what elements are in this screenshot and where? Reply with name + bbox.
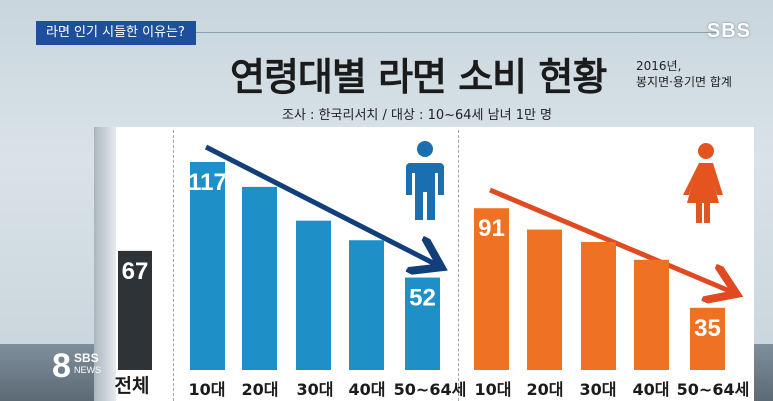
bar-male-2	[242, 186, 277, 370]
topic-rule	[196, 32, 716, 33]
bar-total	[118, 250, 152, 370]
bar-male-4	[349, 240, 384, 370]
bar-male-5-label: 52	[409, 285, 436, 312]
chart-source: 조사 : 한국리서치 / 대상 : 10~64세 남녀 1만 명	[282, 108, 553, 123]
category-male-2: 20대	[241, 380, 279, 399]
sbs-news-logo: 8 SBS NEWS	[52, 347, 108, 387]
bar-female-4	[634, 259, 669, 370]
bar-female-1-label: 91	[478, 215, 505, 242]
bar-female-3	[581, 242, 616, 370]
male-icon	[406, 141, 444, 220]
category-female-4: 40대	[632, 380, 670, 399]
bar-male-3	[296, 220, 331, 370]
bar-total-label: 67	[122, 258, 149, 285]
category-male-1: 10대	[188, 380, 226, 399]
divider-mid	[458, 130, 459, 401]
category-male-4: 40대	[348, 380, 386, 399]
channel-sub: NEWS	[74, 365, 101, 375]
bars-group: 67 117 52 91 35	[118, 162, 725, 370]
divider-left	[173, 130, 174, 401]
note-line2: 봉지면·용기면 합계	[636, 75, 732, 89]
panel-wall	[94, 127, 116, 401]
bar-male-1	[190, 162, 225, 370]
channel-brand: SBS	[74, 351, 99, 365]
category-female-5: 50~64세	[676, 380, 750, 399]
trend-arrow-male	[204, 144, 437, 265]
category-female-2: 20대	[526, 380, 564, 399]
category-male-3: 30대	[296, 380, 334, 399]
topic-tag: 라면 인기 시들한 이유는?	[36, 21, 196, 45]
bar-female-5	[690, 307, 725, 370]
female-icon	[683, 143, 723, 223]
sbs-logo: SBS	[706, 20, 751, 42]
chart-note: 2016년, 봉지면·용기면 합계	[636, 58, 732, 90]
bar-male-1-label: 117	[188, 169, 227, 196]
category-female-3: 30대	[579, 380, 617, 399]
note-line1: 2016년,	[636, 59, 682, 73]
category-female-1: 10대	[474, 380, 512, 399]
bar-male-5	[405, 277, 440, 370]
category-male-5: 50~64세	[393, 380, 467, 399]
category-total: 전체	[114, 375, 150, 397]
bar-female-2	[527, 229, 562, 370]
bar-female-5-label: 35	[694, 315, 721, 342]
bar-female-1	[474, 208, 509, 370]
chart-title: 연령대별 라면 소비 현황	[230, 55, 607, 99]
channel-number: 8	[52, 347, 71, 385]
trend-arrow-female	[489, 187, 732, 292]
